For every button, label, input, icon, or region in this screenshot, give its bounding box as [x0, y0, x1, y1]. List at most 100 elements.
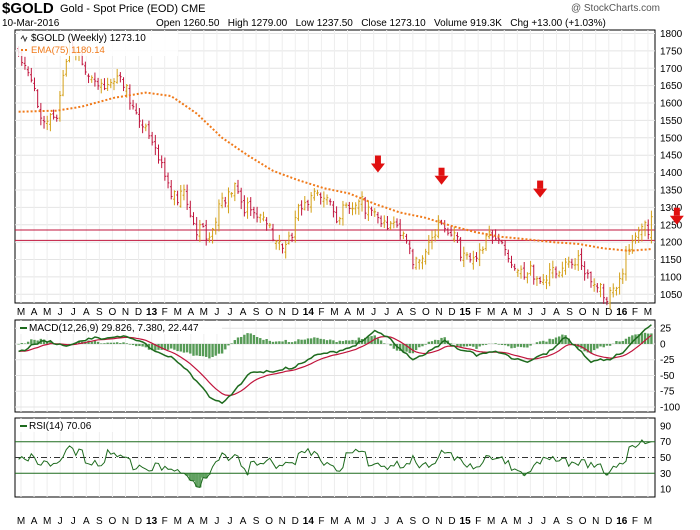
x-tick-label: F	[632, 307, 638, 318]
x-tick-label: M	[43, 307, 51, 318]
macd-histogram-bar	[182, 343, 186, 353]
macd-histogram-bar	[519, 343, 523, 348]
open-value: Open 1260.50	[156, 18, 220, 29]
macd-histogram-bar	[542, 340, 545, 344]
macd-histogram-bar	[500, 343, 504, 345]
x-tick-label-bottom: 15	[460, 516, 472, 527]
rsi-tick-label: 30	[660, 469, 672, 480]
macd-histogram-bar	[249, 333, 252, 344]
macd-histogram-bar	[119, 343, 122, 344]
x-tick-label: D	[448, 307, 455, 318]
x-tick-label-bottom: J	[371, 516, 376, 527]
macd-histogram-bar	[115, 342, 119, 344]
macd-histogram-bar	[421, 343, 424, 347]
macd-histogram-bar	[268, 340, 272, 344]
macd-histogram-bar	[179, 343, 182, 352]
x-tick-label-bottom: M	[644, 516, 652, 527]
macd-histogram-bar	[605, 343, 609, 346]
macd-histogram-bar	[554, 337, 558, 344]
x-tick-label-bottom: M	[330, 516, 338, 527]
x-tick-label: F	[318, 307, 324, 318]
macd-histogram-bar	[484, 343, 488, 345]
macd-histogram-bar	[274, 341, 278, 344]
rsi-oversold-fill	[195, 473, 199, 487]
x-tick-label: O	[422, 307, 430, 318]
macd-line	[18, 324, 652, 405]
macd-histogram-bar	[243, 334, 246, 344]
x-tick-label-bottom: D	[135, 516, 142, 527]
macd-histogram-bar	[430, 341, 434, 344]
symbol-title: $GOLD	[2, 0, 54, 17]
x-tick-label: M	[644, 307, 652, 318]
x-tick-label-bottom: D	[605, 516, 612, 527]
x-tick-label: M	[356, 307, 364, 318]
macd-tick-label: 25	[660, 324, 672, 335]
x-tick-label: F	[475, 307, 481, 318]
macd-histogram-bar	[367, 336, 370, 344]
macd-histogram-bar	[459, 343, 462, 347]
macd-histogram-bar	[348, 340, 351, 344]
macd-histogram-bar	[176, 343, 179, 352]
x-tick-label: 13	[146, 307, 158, 318]
macd-tick-label: -25	[660, 355, 675, 366]
macd-histogram-bar	[472, 343, 475, 347]
macd-histogram-bar	[30, 339, 33, 344]
macd-histogram-bar	[557, 336, 561, 344]
macd-signal-line	[18, 334, 652, 397]
x-tick-label-bottom: A	[396, 516, 403, 527]
macd-histogram-bar	[106, 342, 109, 344]
macd-tick-label: -75	[660, 387, 675, 398]
x-tick-label-bottom: F	[162, 516, 168, 527]
macd-legend-label: MACD(12,26,9) 29.826, 7.380, 22.447	[29, 323, 199, 334]
macd-histogram-bar	[551, 339, 555, 344]
macd-histogram-bar	[201, 343, 205, 357]
macd-histogram-bar	[392, 343, 396, 349]
x-tick-label-bottom: M	[17, 516, 25, 527]
x-tick-label-bottom: J	[58, 516, 63, 527]
copyright-label: @ StockCharts.com	[570, 3, 660, 14]
macd-histogram-bar	[20, 342, 23, 344]
x-tick-label-bottom: J	[528, 516, 533, 527]
macd-histogram-bar	[313, 337, 316, 344]
macd-histogram-bar	[513, 343, 516, 348]
macd-histogram-bar	[599, 343, 602, 347]
macd-histogram-bar	[17, 343, 20, 345]
x-tick-label-bottom: S	[253, 516, 260, 527]
macd-histogram-bar	[93, 340, 97, 344]
x-tick-label: M	[200, 307, 208, 318]
price-legend-bg	[18, 32, 178, 56]
macd-histogram-bar	[192, 343, 195, 356]
x-tick-label-bottom: A	[553, 516, 560, 527]
macd-histogram-bar	[344, 340, 348, 344]
x-tick-label-bottom: O	[579, 516, 587, 527]
x-tick-label: O	[109, 307, 117, 318]
macd-histogram-bar	[523, 343, 526, 348]
price-tick-label: 1650	[660, 81, 683, 92]
macd-histogram-bar	[643, 332, 647, 344]
macd-histogram-bar	[189, 343, 192, 354]
rsi-oversold-fill	[185, 473, 189, 476]
ohlc-readout: Open 1260.50 High 1279.00 Low 1237.50 Cl…	[156, 18, 606, 29]
x-tick-label-bottom: F	[318, 516, 324, 527]
rsi-tick-label: 90	[660, 421, 672, 432]
macd-histogram-bar	[481, 343, 485, 346]
price-tick-label: 1350	[660, 185, 683, 196]
macd-histogram-bar	[36, 340, 39, 344]
x-tick-label-bottom: M	[43, 516, 51, 527]
macd-histogram-bar	[170, 343, 173, 349]
high-value: High 1279.00	[227, 18, 288, 29]
macd-legend-bg	[17, 321, 222, 334]
price-tick-label: 1400	[660, 168, 683, 179]
x-tick-label: M	[174, 307, 182, 318]
macd-histogram-bar	[309, 338, 313, 344]
macd-histogram-bar	[252, 334, 256, 344]
x-tick-label-bottom: J	[214, 516, 219, 527]
x-tick-label: O	[579, 307, 587, 318]
macd-histogram-bar	[294, 341, 297, 344]
rsi-tick-label: 10	[660, 485, 672, 496]
macd-histogram-bar	[414, 343, 418, 351]
macd-histogram-bar	[173, 343, 176, 350]
macd-histogram-bar	[602, 343, 605, 348]
price-tick-label: 1800	[660, 29, 683, 40]
